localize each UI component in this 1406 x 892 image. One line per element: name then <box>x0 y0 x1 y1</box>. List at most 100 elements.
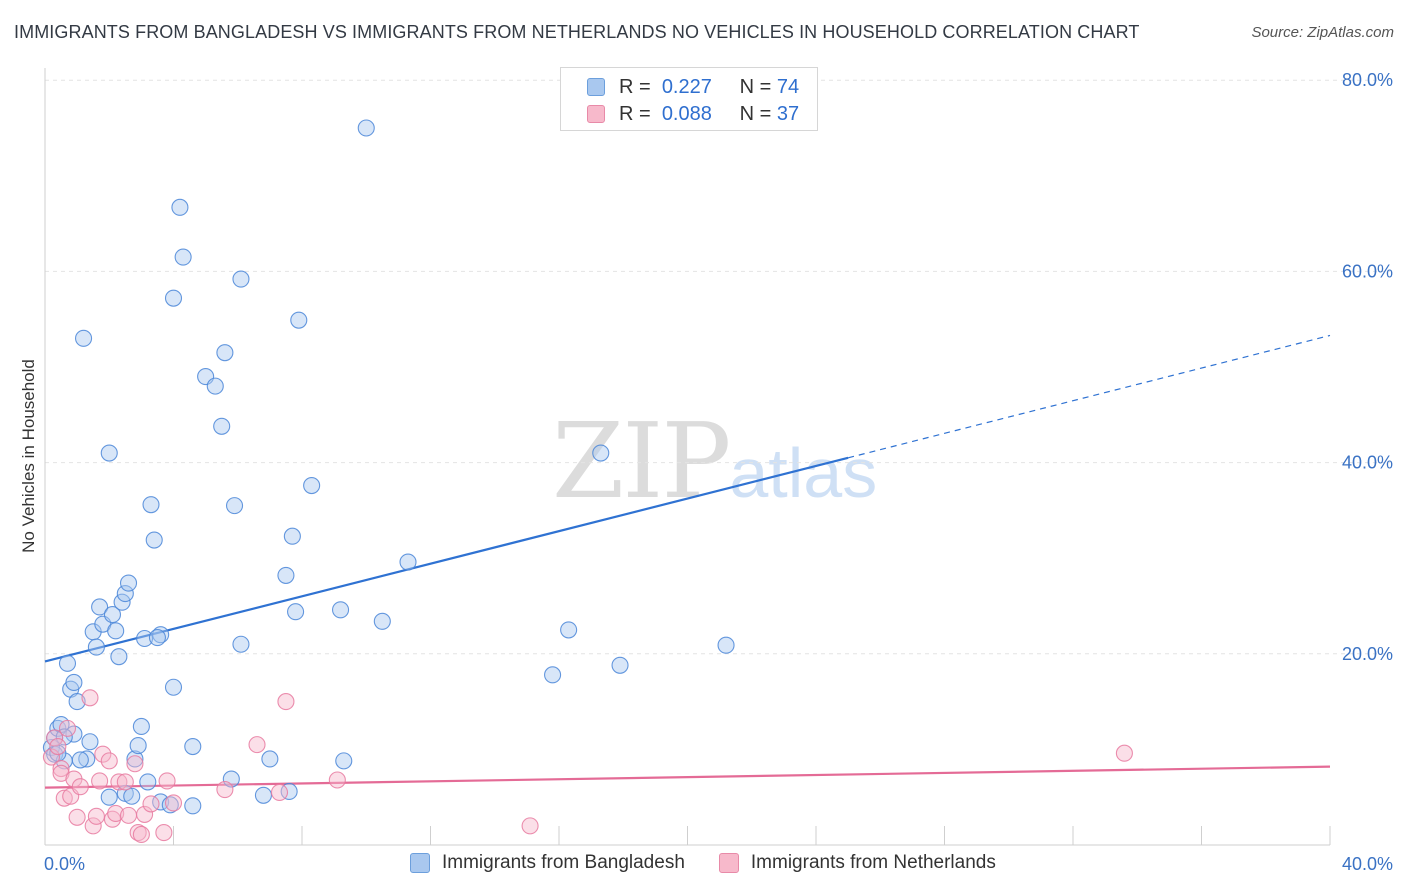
data-point-bangladesh <box>129 737 147 755</box>
data-point-bangladesh <box>91 598 109 616</box>
data-point-netherlands <box>46 729 64 747</box>
data-point-bangladesh <box>232 635 250 653</box>
y-tick-label: 40.0% <box>1342 453 1393 473</box>
data-point-bangladesh <box>148 628 166 647</box>
data-point-bangladesh <box>65 725 83 743</box>
data-point-netherlands <box>87 807 105 825</box>
data-point-bangladesh <box>399 553 417 571</box>
legend-swatch-bangladesh <box>587 78 605 96</box>
trend-line-netherlands <box>44 765 1331 789</box>
data-point-bangladesh <box>110 648 128 666</box>
correlation-legend: R = 0.227 N = 74 R = 0.088 N = 37 <box>560 67 818 131</box>
data-point-bangladesh <box>283 527 301 545</box>
legend-row-netherlands: R = 0.088 N = 37 <box>587 102 799 126</box>
legend-n-label: N = <box>739 102 772 125</box>
data-point-bangladesh <box>206 377 224 395</box>
data-point-bangladesh <box>58 654 77 672</box>
data-point-bangladesh <box>717 636 735 654</box>
data-point-bangladesh <box>100 444 118 462</box>
data-point-bangladesh <box>261 750 279 768</box>
data-point-bangladesh <box>100 788 118 806</box>
data-point-netherlands <box>58 719 77 737</box>
data-point-bangladesh <box>171 198 189 216</box>
data-point-bangladesh <box>184 737 202 756</box>
tick-labels: 20.0% 40.0% 60.0% 80.0% 0.0% 40.0% <box>44 70 1393 874</box>
data-point-netherlands <box>91 772 109 790</box>
data-point-bangladesh <box>107 622 125 640</box>
watermark-zip: ZIP <box>552 400 731 522</box>
legend-n-value: 74 <box>776 75 800 98</box>
data-point-bangladesh <box>174 248 192 266</box>
x-tick-label: 0.0% <box>44 854 85 874</box>
legend-n-value: 37 <box>776 102 800 125</box>
data-point-netherlands <box>68 808 86 826</box>
data-point-netherlands <box>270 783 289 801</box>
data-point-netherlands <box>52 759 70 778</box>
data-point-netherlands <box>155 824 173 842</box>
trend-line-bangladesh <box>44 456 849 663</box>
data-point-bangladesh <box>335 752 353 770</box>
data-point-bangladesh <box>287 603 305 621</box>
series-legend-label-netherlands: Immigrants from Netherlands <box>750 852 996 873</box>
data-point-bangladesh <box>216 344 234 362</box>
data-point-netherlands <box>126 755 144 773</box>
data-point-bangladesh <box>87 638 105 656</box>
data-point-bangladesh <box>113 593 131 611</box>
data-point-bangladesh <box>139 773 157 791</box>
legend-r-label: R = <box>619 102 651 125</box>
legend-swatch-netherlands <box>587 105 605 123</box>
data-point-netherlands <box>100 752 118 770</box>
data-point-netherlands <box>55 789 73 807</box>
legend-r-label: R = <box>619 75 651 98</box>
data-point-bangladesh <box>132 717 150 736</box>
data-point-bangladesh <box>81 733 99 751</box>
data-point-netherlands <box>110 773 128 791</box>
data-point-bangladesh <box>116 585 134 603</box>
data-point-netherlands <box>94 745 112 763</box>
data-point-netherlands <box>521 817 539 835</box>
data-point-bangladesh <box>592 444 610 462</box>
y-tick-label: 20.0% <box>1342 644 1393 664</box>
grid <box>45 79 1390 655</box>
data-point-netherlands <box>248 736 266 754</box>
source-label: Source: ZipAtlas.com <box>1251 24 1394 41</box>
data-point-bangladesh <box>78 750 96 768</box>
data-point-bangladesh <box>164 678 183 696</box>
series-legend-swatch-bangladesh <box>410 853 430 873</box>
data-point-netherlands <box>132 825 150 844</box>
data-point-bangladesh <box>75 329 93 347</box>
data-point-bangladesh <box>164 289 183 307</box>
data-point-bangladesh <box>123 787 141 805</box>
data-point-netherlands <box>119 806 138 824</box>
data-point-bangladesh <box>71 751 89 769</box>
data-point-netherlands <box>328 771 346 789</box>
data-point-netherlands <box>107 804 125 823</box>
axes <box>44 68 1331 846</box>
data-point-bangladesh <box>544 666 562 684</box>
data-point-netherlands <box>142 795 160 813</box>
x-tick-label: 40.0% <box>1342 854 1393 874</box>
trend-line-bangladesh-projection <box>847 334 1331 459</box>
legend-n-label: N = <box>739 75 772 98</box>
data-point-bangladesh <box>232 270 250 288</box>
series-legend-swatch-netherlands <box>718 853 739 873</box>
data-point-netherlands <box>136 805 154 823</box>
data-point-bangladesh <box>222 770 240 788</box>
data-point-bangladesh <box>331 601 350 619</box>
data-point-bangladesh <box>303 476 321 495</box>
data-point-bangladesh <box>68 693 86 711</box>
legend-r-value: 0.227 <box>661 75 712 98</box>
data-point-bangladesh <box>103 606 122 624</box>
data-point-netherlands <box>42 748 60 766</box>
chart-title: IMMIGRANTS FROM BANGLADESH VS IMMIGRANTS… <box>14 22 1140 42</box>
data-point-bangladesh <box>136 629 154 648</box>
data-point-bangladesh <box>254 786 273 804</box>
data-point-netherlands <box>84 817 102 835</box>
trend-lines <box>44 334 1331 789</box>
legend-row-bangladesh: R = 0.227 N = 74 <box>587 75 799 99</box>
data-point-bangladesh <box>65 673 83 692</box>
data-point-netherlands <box>49 737 67 756</box>
watermark: ZIPatlas <box>552 400 877 522</box>
data-point-bangladesh <box>126 750 144 768</box>
